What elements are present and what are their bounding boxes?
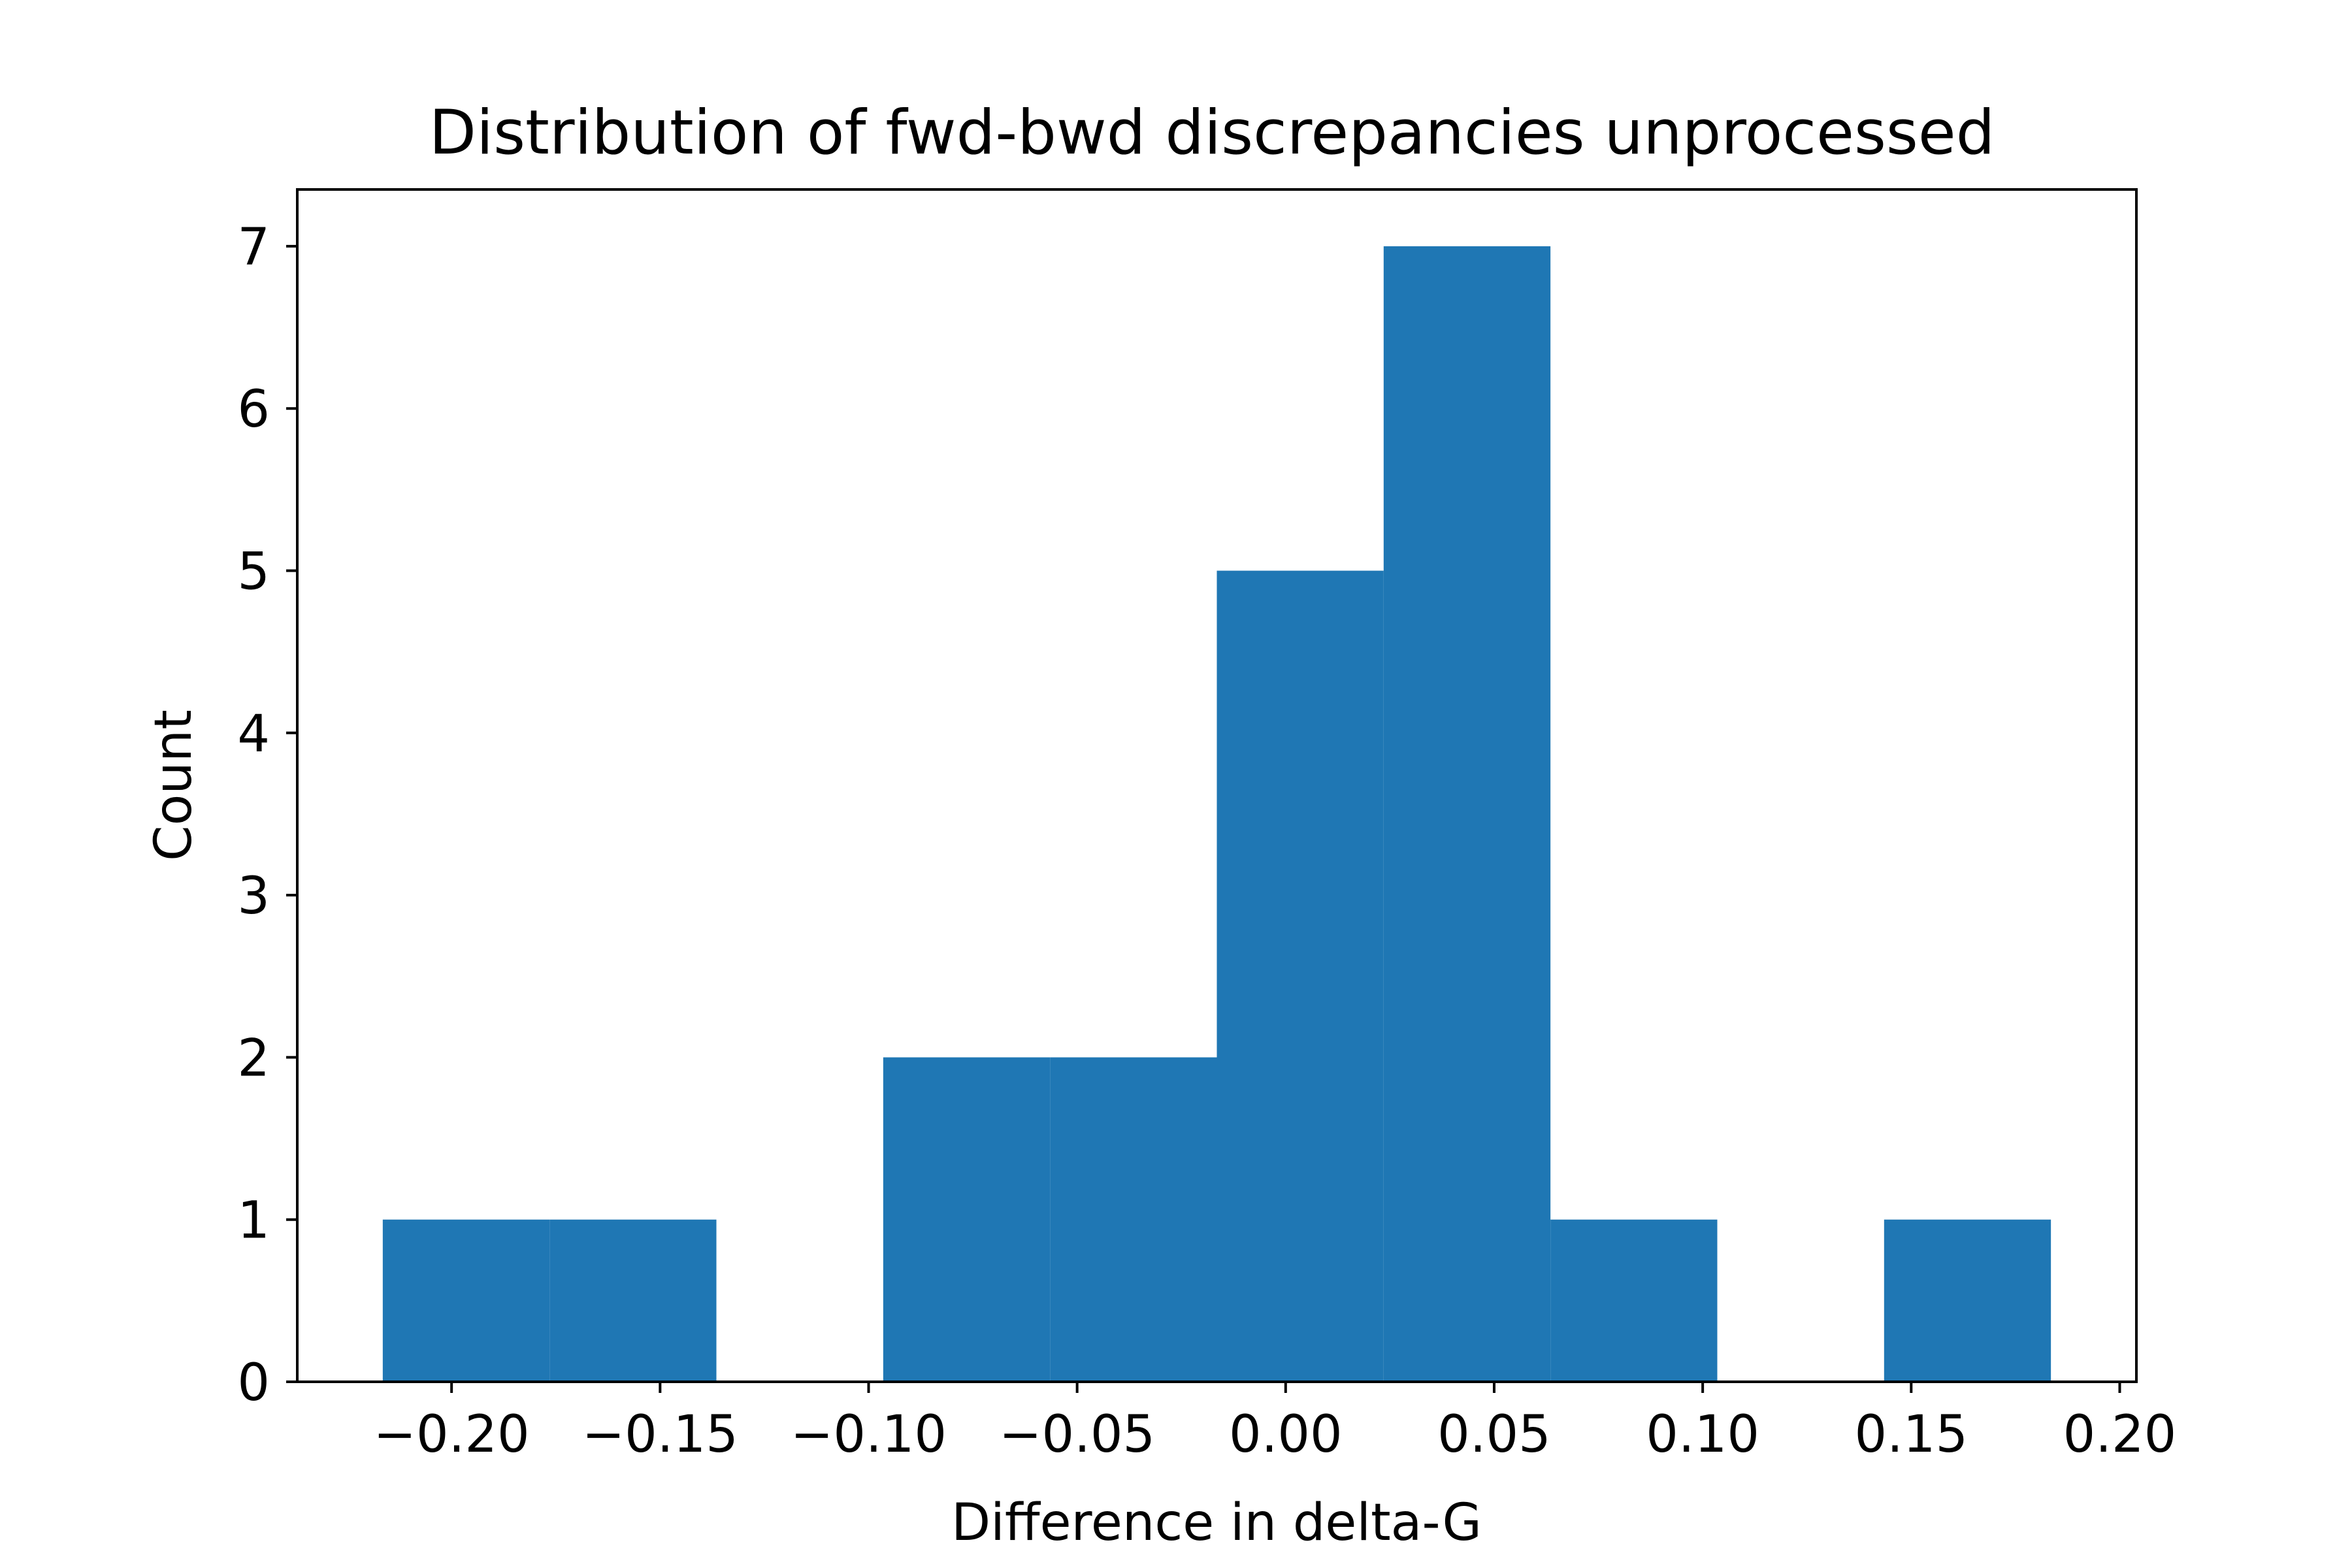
bars-group xyxy=(382,246,2051,1382)
x-tick-label: 0.10 xyxy=(1646,1405,1759,1464)
x-tick-label: 0.20 xyxy=(2063,1405,2177,1464)
histogram-bar-5 xyxy=(1217,570,1384,1382)
y-tick-label: 0 xyxy=(237,1354,270,1413)
histogram-bar-4 xyxy=(1050,1057,1217,1382)
x-tick-label: 0.00 xyxy=(1229,1405,1343,1464)
chart-title: Distribution of fwd-bwd discrepancies un… xyxy=(429,97,1995,169)
y-tick-label: 7 xyxy=(237,218,270,277)
y-tick-label: 5 xyxy=(237,543,270,602)
y-tick-label: 4 xyxy=(237,705,270,764)
histogram-bar-0 xyxy=(382,1219,550,1382)
y-tick-label: 3 xyxy=(237,867,270,926)
plot-frame xyxy=(296,188,2138,1383)
x-tick-label: −0.20 xyxy=(374,1405,530,1464)
y-tick-label: 6 xyxy=(237,380,270,439)
histogram-bar-7 xyxy=(1550,1219,1718,1382)
histogram-bar-1 xyxy=(549,1219,717,1382)
x-tick-label: −0.15 xyxy=(582,1405,738,1464)
x-tick-label: 0.05 xyxy=(1437,1405,1551,1464)
histogram-bar-6 xyxy=(1383,246,1551,1382)
y-axis-ticks: 0 1 2 3 4 5 6 7 xyxy=(237,218,297,1413)
y-tick-label: 2 xyxy=(237,1029,270,1088)
histogram-bar-9 xyxy=(1884,1219,2051,1382)
x-axis-label: Difference in delta-G xyxy=(951,1494,1482,1552)
histogram-bar-3 xyxy=(883,1057,1051,1382)
y-axis-label: Count xyxy=(144,710,203,861)
y-tick-label: 1 xyxy=(237,1192,270,1250)
x-tick-label: −0.05 xyxy=(999,1405,1155,1464)
x-tick-label: 0.15 xyxy=(1854,1405,1968,1464)
x-axis-ticks: −0.20 −0.15 −0.10 −0.05 0.00 0.05 0.10 0.15 0.20 xyxy=(374,1382,2177,1464)
x-tick-label: −0.10 xyxy=(791,1405,947,1464)
